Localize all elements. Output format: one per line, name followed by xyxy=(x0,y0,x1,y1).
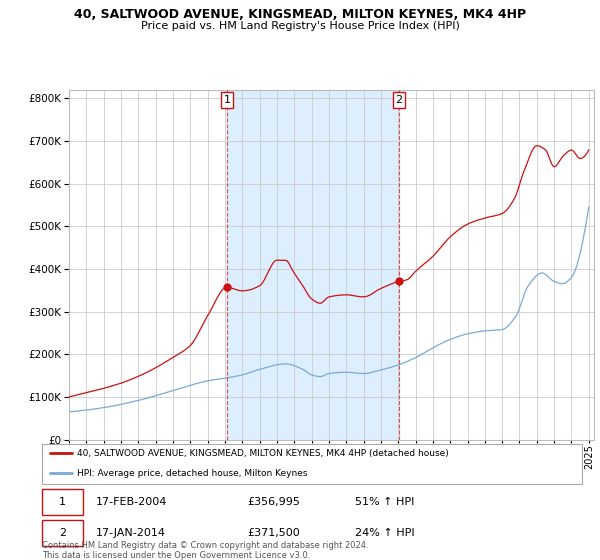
FancyBboxPatch shape xyxy=(42,520,83,545)
Text: 1: 1 xyxy=(59,497,66,507)
Bar xyxy=(227,90,399,440)
Text: 2: 2 xyxy=(395,95,403,105)
Text: 40, SALTWOOD AVENUE, KINGSMEAD, MILTON KEYNES, MK4 4HP (detached house): 40, SALTWOOD AVENUE, KINGSMEAD, MILTON K… xyxy=(77,449,449,458)
Text: 51% ↑ HPI: 51% ↑ HPI xyxy=(355,497,415,507)
Text: 40, SALTWOOD AVENUE, KINGSMEAD, MILTON KEYNES, MK4 4HP: 40, SALTWOOD AVENUE, KINGSMEAD, MILTON K… xyxy=(74,8,526,21)
Text: Contains HM Land Registry data © Crown copyright and database right 2024.
This d: Contains HM Land Registry data © Crown c… xyxy=(42,540,368,560)
Text: 17-FEB-2004: 17-FEB-2004 xyxy=(96,497,167,507)
Text: 2: 2 xyxy=(59,528,66,538)
FancyBboxPatch shape xyxy=(42,489,83,515)
Text: Price paid vs. HM Land Registry's House Price Index (HPI): Price paid vs. HM Land Registry's House … xyxy=(140,21,460,31)
Text: £356,995: £356,995 xyxy=(247,497,300,507)
Text: HPI: Average price, detached house, Milton Keynes: HPI: Average price, detached house, Milt… xyxy=(77,469,308,478)
Text: 1: 1 xyxy=(224,95,230,105)
Text: 24% ↑ HPI: 24% ↑ HPI xyxy=(355,528,415,538)
Text: 17-JAN-2014: 17-JAN-2014 xyxy=(96,528,166,538)
Text: £371,500: £371,500 xyxy=(247,528,300,538)
